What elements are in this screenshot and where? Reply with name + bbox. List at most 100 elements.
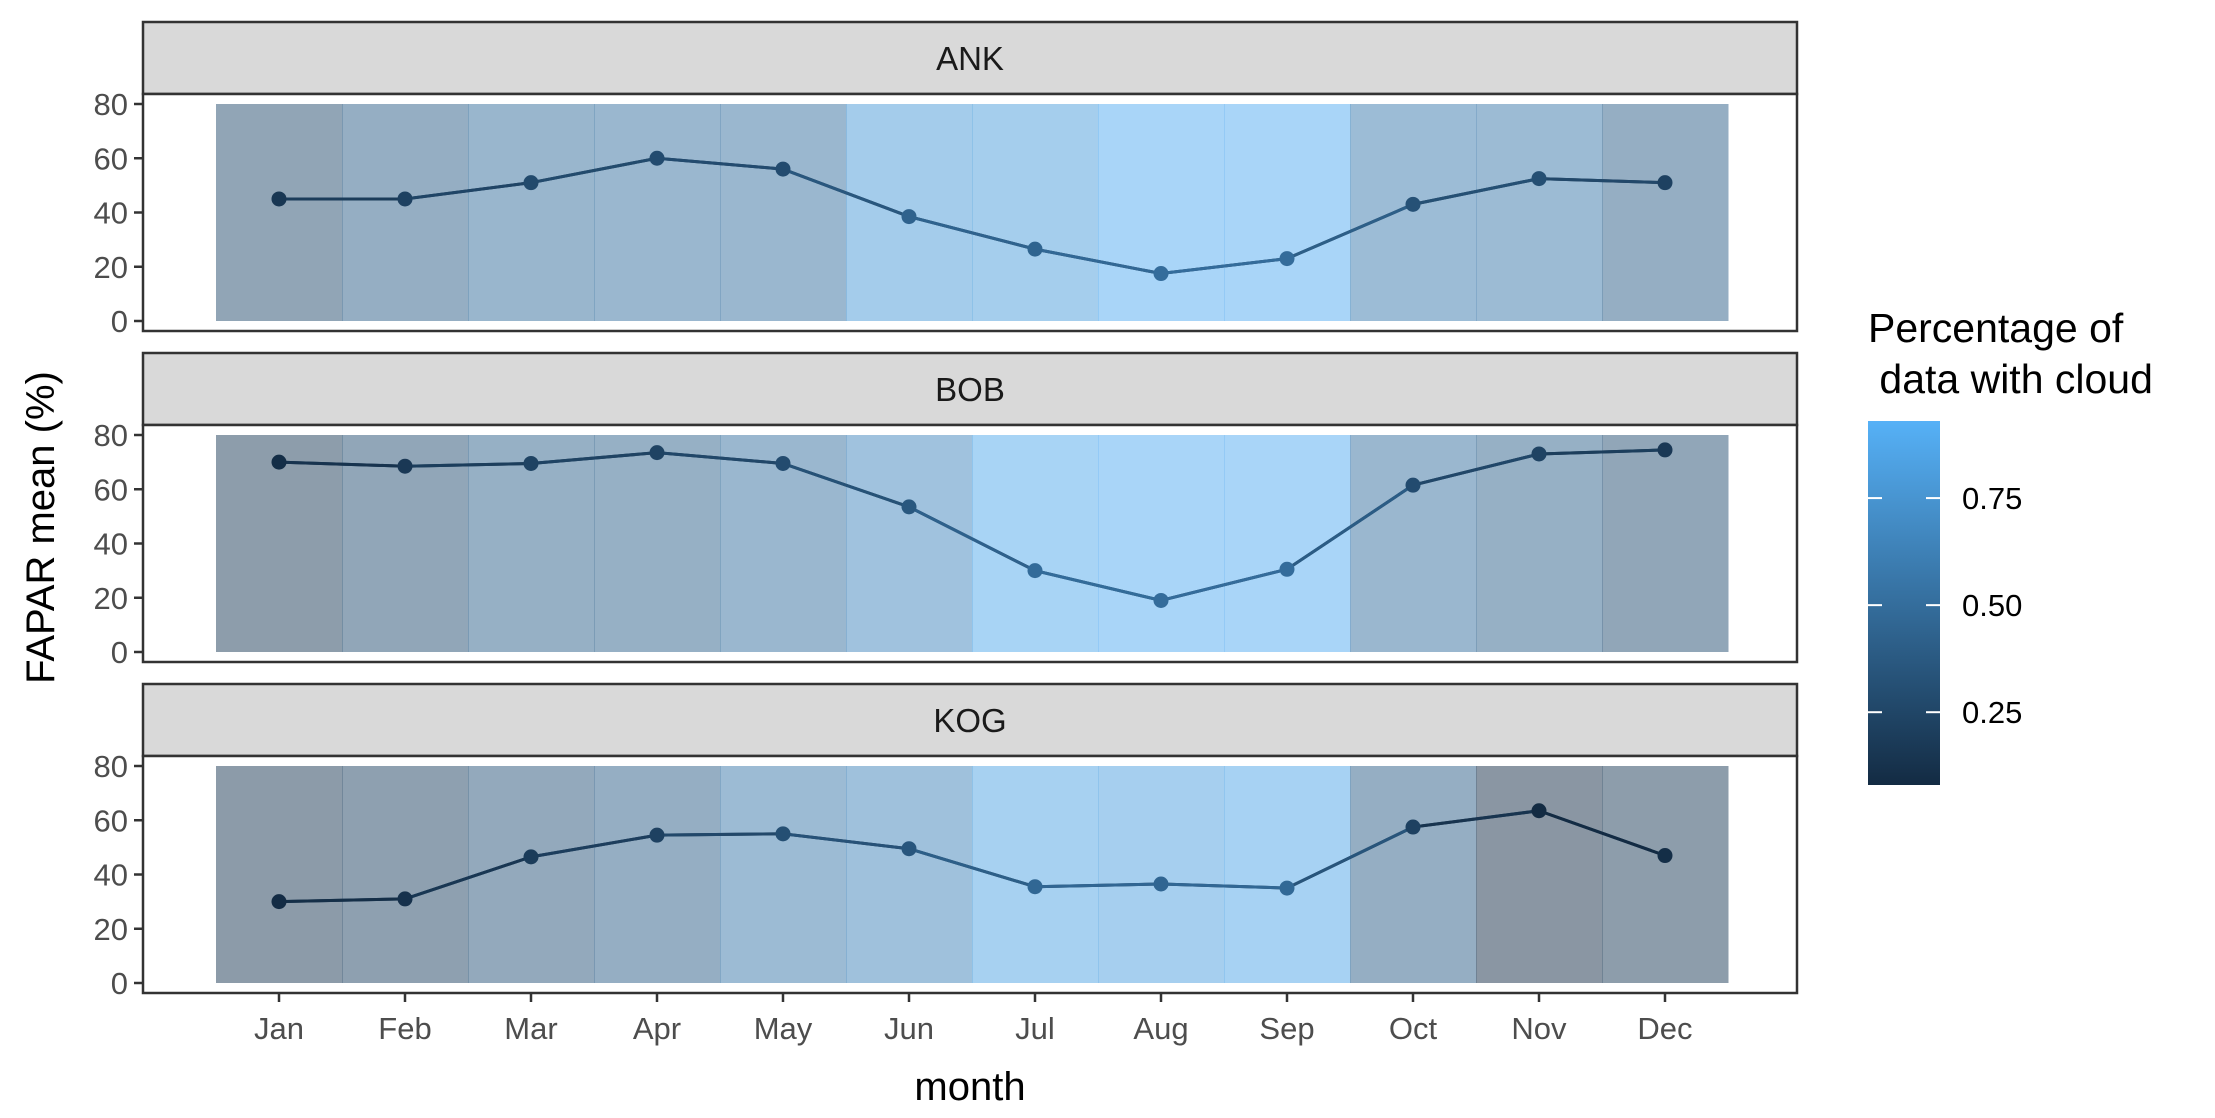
data-point [1531, 446, 1547, 462]
x-tick-label: Nov [1511, 1011, 1567, 1046]
series-segment [908, 215, 1036, 251]
facet-label: ANK [936, 40, 1004, 77]
y-tick-label: 60 [94, 141, 128, 176]
y-tick-label: 60 [94, 803, 128, 838]
cloud-tile [1098, 104, 1225, 321]
data-point [1027, 241, 1043, 257]
data-point [901, 209, 917, 225]
data-point [1657, 848, 1673, 864]
data-point [1531, 803, 1547, 819]
y-tick-label: 40 [94, 196, 128, 231]
cloud-tile [1602, 104, 1729, 321]
y-tick-label: 20 [94, 581, 128, 616]
cloud-tile [1350, 766, 1477, 983]
facet-panels: ANK 0 20 40 60 80 BOB 0 20 40 60 80 KOG 0 20 40 60 80 [94, 20, 1799, 1001]
series-segment [1034, 569, 1162, 602]
data-point [1153, 266, 1169, 282]
series-segment [908, 847, 1036, 889]
cloud-tile [972, 104, 1099, 321]
data-point [271, 191, 287, 207]
x-tick-label: Aug [1133, 1011, 1188, 1046]
data-point [901, 841, 917, 857]
data-point [1657, 442, 1673, 458]
x-tick-label: Sep [1259, 1011, 1314, 1046]
facet-kog: KOG 0 20 40 60 80 [94, 682, 1799, 1001]
legend-title: Percentage of [1868, 305, 2124, 351]
cloud-tile [216, 766, 343, 983]
y-tick-label: 60 [94, 472, 128, 507]
cloud-tile [1476, 435, 1603, 652]
cloud-tile [1098, 766, 1225, 983]
facet-ank: ANK 0 20 40 60 80 [94, 20, 1799, 339]
data-point [1657, 175, 1673, 191]
cloud-tile [216, 435, 343, 652]
series-segment [1034, 247, 1162, 276]
data-point [775, 826, 791, 842]
series-segment [1160, 882, 1288, 890]
facet-label: KOG [933, 702, 1006, 739]
facet-strip [141, 351, 1799, 427]
series-segment [1538, 448, 1666, 456]
cloud-tile [720, 435, 847, 652]
cloud-tile [720, 766, 847, 983]
x-tick-label: Apr [633, 1011, 681, 1046]
series-segment [404, 855, 532, 901]
series-segment [782, 167, 910, 218]
series-segment [782, 832, 910, 851]
x-tick-label: Jun [884, 1011, 934, 1046]
x-tick-label: May [754, 1011, 813, 1046]
series-segment [1286, 483, 1414, 571]
x-tick-label: Jul [1015, 1011, 1055, 1046]
data-point [1153, 876, 1169, 892]
x-tick-label: Jan [254, 1011, 304, 1046]
cloud-tile [1476, 104, 1603, 321]
series-segment [530, 156, 658, 185]
data-point [397, 458, 413, 474]
series-segment [656, 832, 784, 837]
y-tick-label: 20 [94, 912, 128, 947]
data-point [1279, 880, 1295, 896]
y-tick-label: 40 [94, 858, 128, 893]
cloud-tile [594, 766, 721, 983]
cloud-tile [1098, 435, 1225, 652]
data-point [901, 499, 917, 515]
data-point [1153, 592, 1169, 608]
series-segment [656, 451, 784, 465]
y-tick-label: 40 [94, 527, 128, 562]
cloud-tile [1476, 766, 1603, 983]
data-point [271, 894, 287, 910]
data-point [649, 445, 665, 461]
facet-bob: BOB 0 20 40 60 80 [94, 351, 1799, 670]
series-segment [656, 156, 784, 171]
x-axis: Jan Feb Mar Apr May Jun Jul Aug Sep Oct Nov Dec [254, 993, 1693, 1046]
legend-colorbar [1868, 421, 1940, 785]
cloud-tile [1224, 435, 1351, 652]
cloud-tile [468, 435, 595, 652]
x-tick-label: Oct [1389, 1011, 1438, 1046]
cloud-tile [1602, 766, 1729, 983]
facet-strip [141, 20, 1799, 96]
facet-strip [141, 682, 1799, 758]
data-point [523, 455, 539, 471]
cloud-tile [1602, 435, 1729, 652]
legend-title: data with cloud [1868, 356, 2153, 402]
series-segment [1538, 809, 1666, 857]
facet-label: BOB [935, 371, 1005, 408]
series-segment [1160, 567, 1288, 602]
data-point [1027, 563, 1043, 579]
data-point [775, 455, 791, 471]
series-segment [530, 451, 658, 465]
series-segment [278, 460, 406, 468]
y-tick-label: 20 [94, 250, 128, 285]
y-tick-label: 0 [111, 304, 128, 339]
y-axis-title: FAPAR mean (%) [19, 371, 63, 684]
data-point [649, 150, 665, 166]
series-segment [530, 833, 658, 859]
data-point [1405, 477, 1421, 493]
cloud-tile [216, 104, 343, 321]
legend: Percentage of data with cloud 0.25 0.50 0.7… [1868, 305, 2153, 785]
series-segment [404, 461, 532, 468]
y-tick-label: 0 [111, 966, 128, 1001]
series-segment [1412, 809, 1540, 829]
